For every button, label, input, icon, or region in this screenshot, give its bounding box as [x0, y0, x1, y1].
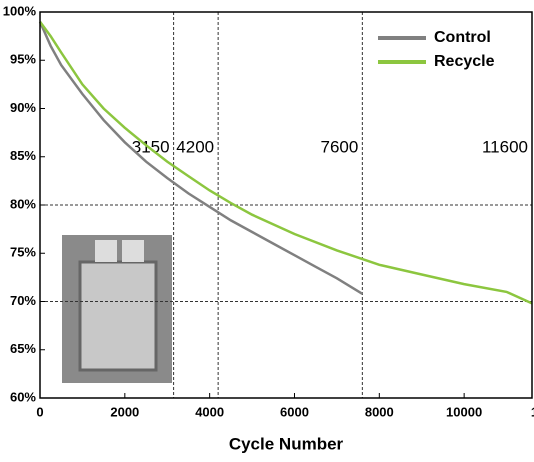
x-axis-label: Cycle Number	[229, 434, 344, 453]
inset-tab	[95, 240, 117, 262]
x-tick-label: 0	[36, 404, 43, 419]
x-tick-label: 10000	[446, 404, 482, 419]
x-tick-label: 4000	[195, 404, 224, 419]
series-line	[38, 20, 533, 305]
y-tick-label: 80%	[10, 196, 36, 211]
x-tick-label: 2000	[110, 404, 139, 419]
y-tick-label: 85%	[10, 148, 36, 163]
x-tick-label: 8000	[365, 404, 394, 419]
annotation: 4200	[176, 137, 214, 156]
y-tick-label: 60%	[10, 389, 36, 404]
y-tick-label: 75%	[10, 245, 36, 260]
series-line	[38, 21, 363, 295]
legend-label: Recycle	[434, 53, 495, 70]
y-tick-label: 95%	[10, 52, 36, 67]
inset-tab	[122, 240, 144, 262]
y-tick-label: 90%	[10, 100, 36, 115]
x-tick-label: 6000	[280, 404, 309, 419]
legend-label: Control	[434, 29, 491, 46]
annotation: 7600	[321, 137, 359, 156]
inset-cell	[78, 260, 158, 372]
y-tick-label: 70%	[10, 293, 36, 308]
y-tick-label: 100%	[3, 3, 37, 18]
x-tick-label: 12000	[531, 404, 534, 419]
y-tick-label: 65%	[10, 341, 36, 356]
annotation: 11600	[482, 137, 528, 156]
